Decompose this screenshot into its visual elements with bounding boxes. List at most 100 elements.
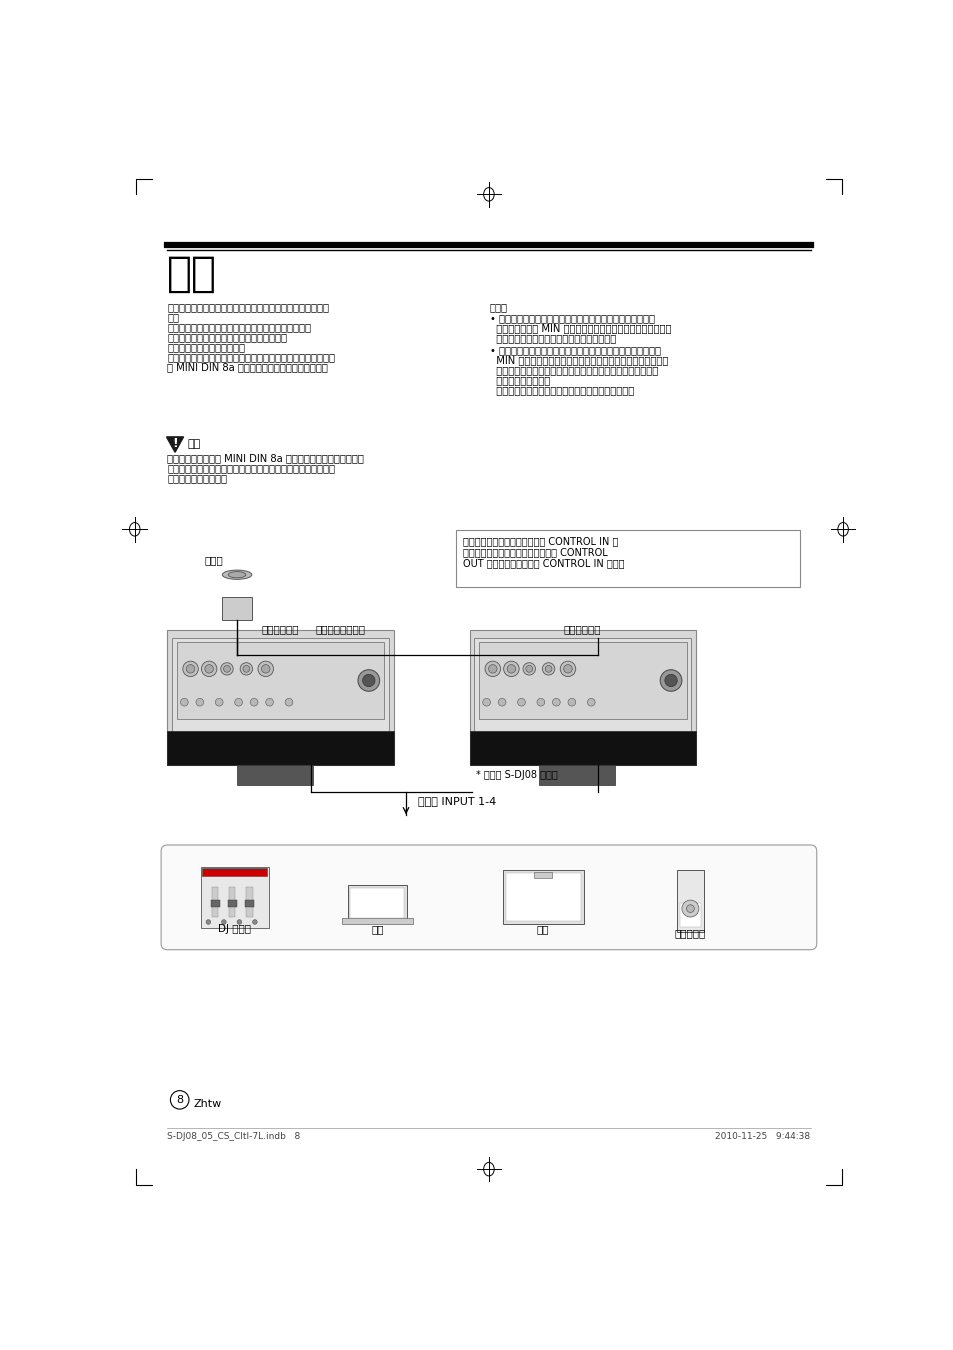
Circle shape — [563, 664, 572, 674]
Bar — [502, 871, 583, 925]
Bar — [212, 887, 218, 918]
Text: 線。: 線。 — [167, 312, 179, 323]
Circle shape — [205, 664, 213, 674]
Bar — [246, 887, 253, 918]
Circle shape — [183, 662, 198, 676]
Bar — [176, 641, 384, 720]
Text: DJ 混音器: DJ 混音器 — [218, 925, 251, 934]
Text: 時，揚聲器可能會發出突如其來的大聲音效。: 時，揚聲器可能會發出突如其來的大聲音效。 — [489, 333, 616, 343]
Circle shape — [253, 919, 257, 925]
Circle shape — [552, 698, 559, 706]
Circle shape — [559, 662, 575, 676]
Text: 電腦: 電腦 — [371, 925, 383, 934]
Text: 售 MINI DIN 8a 延長線，並連接隨附的連結纜線。: 售 MINI DIN 8a 延長線，並連接隨附的連結纜線。 — [167, 362, 328, 373]
Circle shape — [587, 698, 595, 706]
Bar — [200, 867, 269, 929]
Circle shape — [221, 919, 226, 925]
Bar — [478, 641, 686, 720]
Text: S-DJ08_05_CS_CltI-7L.indb   8: S-DJ08_05_CS_CltI-7L.indb 8 — [167, 1133, 300, 1141]
Text: 8: 8 — [176, 1095, 183, 1104]
Bar — [167, 732, 394, 765]
Circle shape — [261, 664, 270, 674]
Circle shape — [180, 698, 188, 706]
Circle shape — [542, 663, 555, 675]
Circle shape — [285, 698, 293, 706]
Circle shape — [236, 919, 241, 925]
Text: 揚聲器後面板: 揚聲器後面板 — [563, 624, 600, 634]
FancyBboxPatch shape — [161, 845, 816, 949]
Bar — [538, 765, 615, 784]
Text: MIN 位置，然後在完成連線後再視這需調整音效音量。若在控: MIN 位置，然後在完成連線後再視這需調整音效音量。若在控 — [489, 355, 667, 366]
Bar — [341, 918, 413, 925]
Circle shape — [522, 663, 535, 675]
Text: 連接控制器時，會停用揚聲器的主要音量旋鈕功能。: 連接控制器時，會停用揚聲器的主要音量旋鈕功能。 — [489, 385, 634, 396]
Text: 可攜式音訊: 可攜式音訊 — [674, 929, 705, 938]
Circle shape — [503, 662, 518, 676]
Bar — [350, 888, 404, 918]
Bar — [456, 531, 799, 587]
Text: * 圖例為 S-DJ08 機型。: * 圖例為 S-DJ08 機型。 — [476, 771, 557, 780]
Circle shape — [220, 663, 233, 675]
Text: 另外，請確定已閱具他與揚聲器連接裝置的操作丁冊。: 另外，請確定已閱具他與揚聲器連接裝置的操作丁冊。 — [167, 323, 311, 332]
Circle shape — [517, 698, 525, 706]
Bar — [474, 637, 691, 757]
Circle shape — [482, 698, 490, 706]
Bar — [469, 732, 695, 765]
Bar — [469, 630, 695, 765]
Ellipse shape — [228, 571, 246, 578]
Circle shape — [250, 698, 257, 706]
Circle shape — [223, 666, 230, 672]
Circle shape — [537, 698, 544, 706]
Text: 2010-11-25   9:44:38: 2010-11-25 9:44:38 — [715, 1133, 810, 1141]
Text: • 連接控制器時，請以逆時針方向將控制器的音量旋鈕轉到底至: • 連接控制器時，請以逆時針方向將控制器的音量旋鈕轉到底至 — [489, 346, 660, 355]
Bar — [679, 903, 700, 927]
Text: 警告: 警告 — [187, 439, 200, 450]
Bar — [245, 900, 253, 907]
Circle shape — [567, 698, 575, 706]
Circle shape — [266, 698, 274, 706]
Circle shape — [362, 675, 375, 687]
Text: !: ! — [172, 437, 178, 450]
Text: 連接至 INPUT 1-4: 連接至 INPUT 1-4 — [417, 795, 496, 806]
Text: 電視: 電視 — [537, 925, 549, 934]
Text: 本機附屬的隨附連結纜線，因為若不使用隨附的纜線，可能會導: 本機附屬的隨附連結纜線，因為若不使用隨附的纜線，可能會導 — [167, 463, 335, 472]
Text: 致故障、起火或觸電。: 致故障、起火或觸電。 — [167, 472, 227, 483]
Bar — [211, 900, 220, 907]
Bar — [677, 871, 703, 931]
Bar — [534, 872, 552, 878]
Circle shape — [507, 664, 516, 674]
Circle shape — [195, 698, 204, 706]
Text: OUT 接頭與其他揚聲器的 CONTROL IN 接頭。: OUT 接頭與其他揚聲器的 CONTROL IN 接頭。 — [462, 558, 623, 568]
Text: • 連接控制器與連結纜線時，請以逆時針方向將揚聲器上要音: • 連接控制器與連結纜線時，請以逆時針方向將揚聲器上要音 — [489, 313, 654, 323]
Text: 您所買的安裝環境若需比隨附纜線更長的連結纜線時，請購買市: 您所買的安裝環境若需比隨附纜線更長的連結纜線時，請購買市 — [167, 352, 335, 362]
Polygon shape — [167, 437, 183, 452]
Circle shape — [201, 662, 216, 676]
Bar — [505, 873, 580, 921]
Text: 請勿單獨使用市售的 MINI DIN 8a 延長線；請務必連接延長線與: 請勿單獨使用市售的 MINI DIN 8a 延長線；請務必連接延長線與 — [167, 454, 364, 463]
Circle shape — [243, 666, 250, 672]
Circle shape — [686, 904, 694, 913]
Bar — [228, 900, 236, 907]
Bar — [202, 868, 267, 876]
Text: 進行連線或變更連線時，請務必關閉電源並從插座上抜下電源: 進行連線或變更連線時，請務必關閉電源並從插座上抜下電源 — [167, 302, 329, 312]
Circle shape — [215, 698, 223, 706]
Text: 連線: 連線 — [167, 252, 217, 294]
Circle shape — [525, 666, 532, 672]
Circle shape — [257, 662, 274, 676]
Bar — [236, 765, 313, 784]
Text: 附註：: 附註： — [489, 302, 507, 312]
Bar — [222, 597, 252, 620]
Circle shape — [664, 675, 677, 687]
Bar — [172, 637, 389, 757]
Circle shape — [234, 698, 242, 706]
Text: 頭，請使用連結纜線連接該揚聲器的 CONTROL: 頭，請使用連結纜線連接該揚聲器的 CONTROL — [462, 547, 607, 558]
Circle shape — [488, 664, 497, 674]
Circle shape — [206, 919, 211, 925]
Circle shape — [186, 664, 194, 674]
Text: 控制器: 控制器 — [204, 555, 223, 564]
Circle shape — [484, 662, 500, 676]
Text: 在完成所有其他連線前，請不要連接電源線。: 在完成所有其他連線前，請不要連接電源線。 — [167, 332, 287, 342]
Circle shape — [681, 900, 699, 917]
Text: Zhtw: Zhtw — [193, 1099, 222, 1110]
Circle shape — [659, 670, 681, 691]
